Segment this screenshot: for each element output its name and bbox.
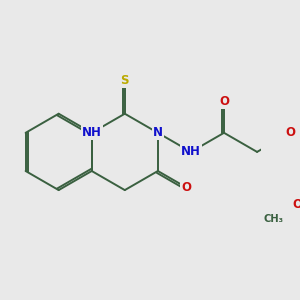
Text: CH₃: CH₃	[264, 214, 284, 224]
Text: NH: NH	[181, 146, 201, 158]
Text: O: O	[219, 95, 229, 108]
Text: NH: NH	[82, 126, 102, 139]
Text: O: O	[285, 126, 295, 139]
Text: N: N	[153, 126, 163, 139]
Text: S: S	[121, 74, 129, 87]
Text: O: O	[292, 199, 300, 212]
Text: O: O	[181, 181, 191, 194]
